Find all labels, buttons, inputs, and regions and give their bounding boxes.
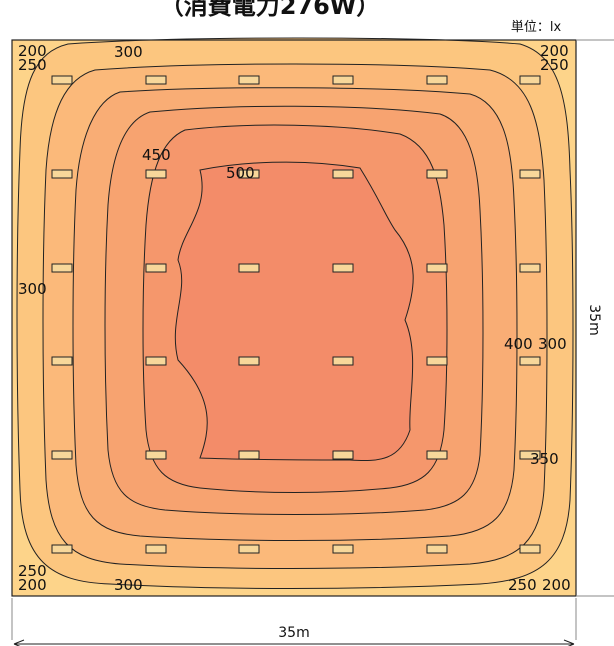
luminaire xyxy=(238,263,260,273)
luminaire xyxy=(332,450,354,460)
contour-label: 400 xyxy=(504,335,533,353)
luminaire xyxy=(426,263,448,273)
width-dimension-label: 35m xyxy=(278,625,309,641)
contour-label: 250 xyxy=(18,562,47,580)
contour-map xyxy=(11,37,577,597)
luminaire xyxy=(238,544,260,554)
contour-label: 300 xyxy=(114,43,143,61)
contour-label: 200 xyxy=(18,42,47,60)
luminaire xyxy=(332,169,354,179)
arrow-right-icon xyxy=(563,639,575,646)
contour-label: 250 xyxy=(540,56,569,74)
contour-label: 350 xyxy=(530,450,559,468)
luminaire xyxy=(332,263,354,273)
luminaire xyxy=(145,75,167,85)
contour-label: 250 xyxy=(508,576,537,594)
luminaire xyxy=(51,263,73,273)
luminaire xyxy=(238,75,260,85)
band-500 xyxy=(174,161,414,462)
luminaire xyxy=(145,169,167,179)
contour-label: 200 xyxy=(18,576,47,594)
diagram-title: （消費電力276W） xyxy=(160,0,381,20)
luminaire xyxy=(519,75,541,85)
luminaire xyxy=(145,544,167,554)
luminaire xyxy=(51,356,73,366)
luminaire xyxy=(426,356,448,366)
luminaire xyxy=(145,263,167,273)
contour-label: 200 xyxy=(542,576,571,594)
contour-label: 450 xyxy=(142,146,171,164)
contour-label: 500 xyxy=(226,164,255,182)
width-dimension: 35m xyxy=(11,598,577,646)
luminaire xyxy=(332,544,354,554)
contour-label: 300 xyxy=(538,335,567,353)
height-dimension: 35m xyxy=(576,39,614,597)
luminaire xyxy=(519,169,541,179)
luminaire xyxy=(332,356,354,366)
luminaire xyxy=(426,544,448,554)
contour-label: 300 xyxy=(114,576,143,594)
luminaire xyxy=(332,75,354,85)
luminaire xyxy=(426,169,448,179)
contour-label: 250 xyxy=(18,56,47,74)
contour-labels: 200 250 300 200 250 450 500 300 400 300 … xyxy=(18,42,571,594)
luminaire xyxy=(238,356,260,366)
luminaire xyxy=(51,75,73,85)
plot-border xyxy=(11,39,577,597)
luminaire xyxy=(145,356,167,366)
unit-label: 単位：lx xyxy=(511,19,562,35)
luminaire xyxy=(51,544,73,554)
luminaires xyxy=(51,75,541,554)
luminaire xyxy=(426,450,448,460)
arrow-left-icon xyxy=(13,639,25,646)
contour-label: 200 xyxy=(540,42,569,60)
luminaire xyxy=(519,356,541,366)
luminaire xyxy=(238,169,260,179)
luminaire xyxy=(519,263,541,273)
height-dimension-label: 35m xyxy=(586,304,602,335)
luminaire xyxy=(519,544,541,554)
contour-label: 300 xyxy=(18,280,47,298)
luminaire xyxy=(426,75,448,85)
luminaire xyxy=(519,450,541,460)
luminaire xyxy=(238,450,260,460)
luminaire xyxy=(51,450,73,460)
luminaire xyxy=(145,450,167,460)
luminaire xyxy=(51,169,73,179)
